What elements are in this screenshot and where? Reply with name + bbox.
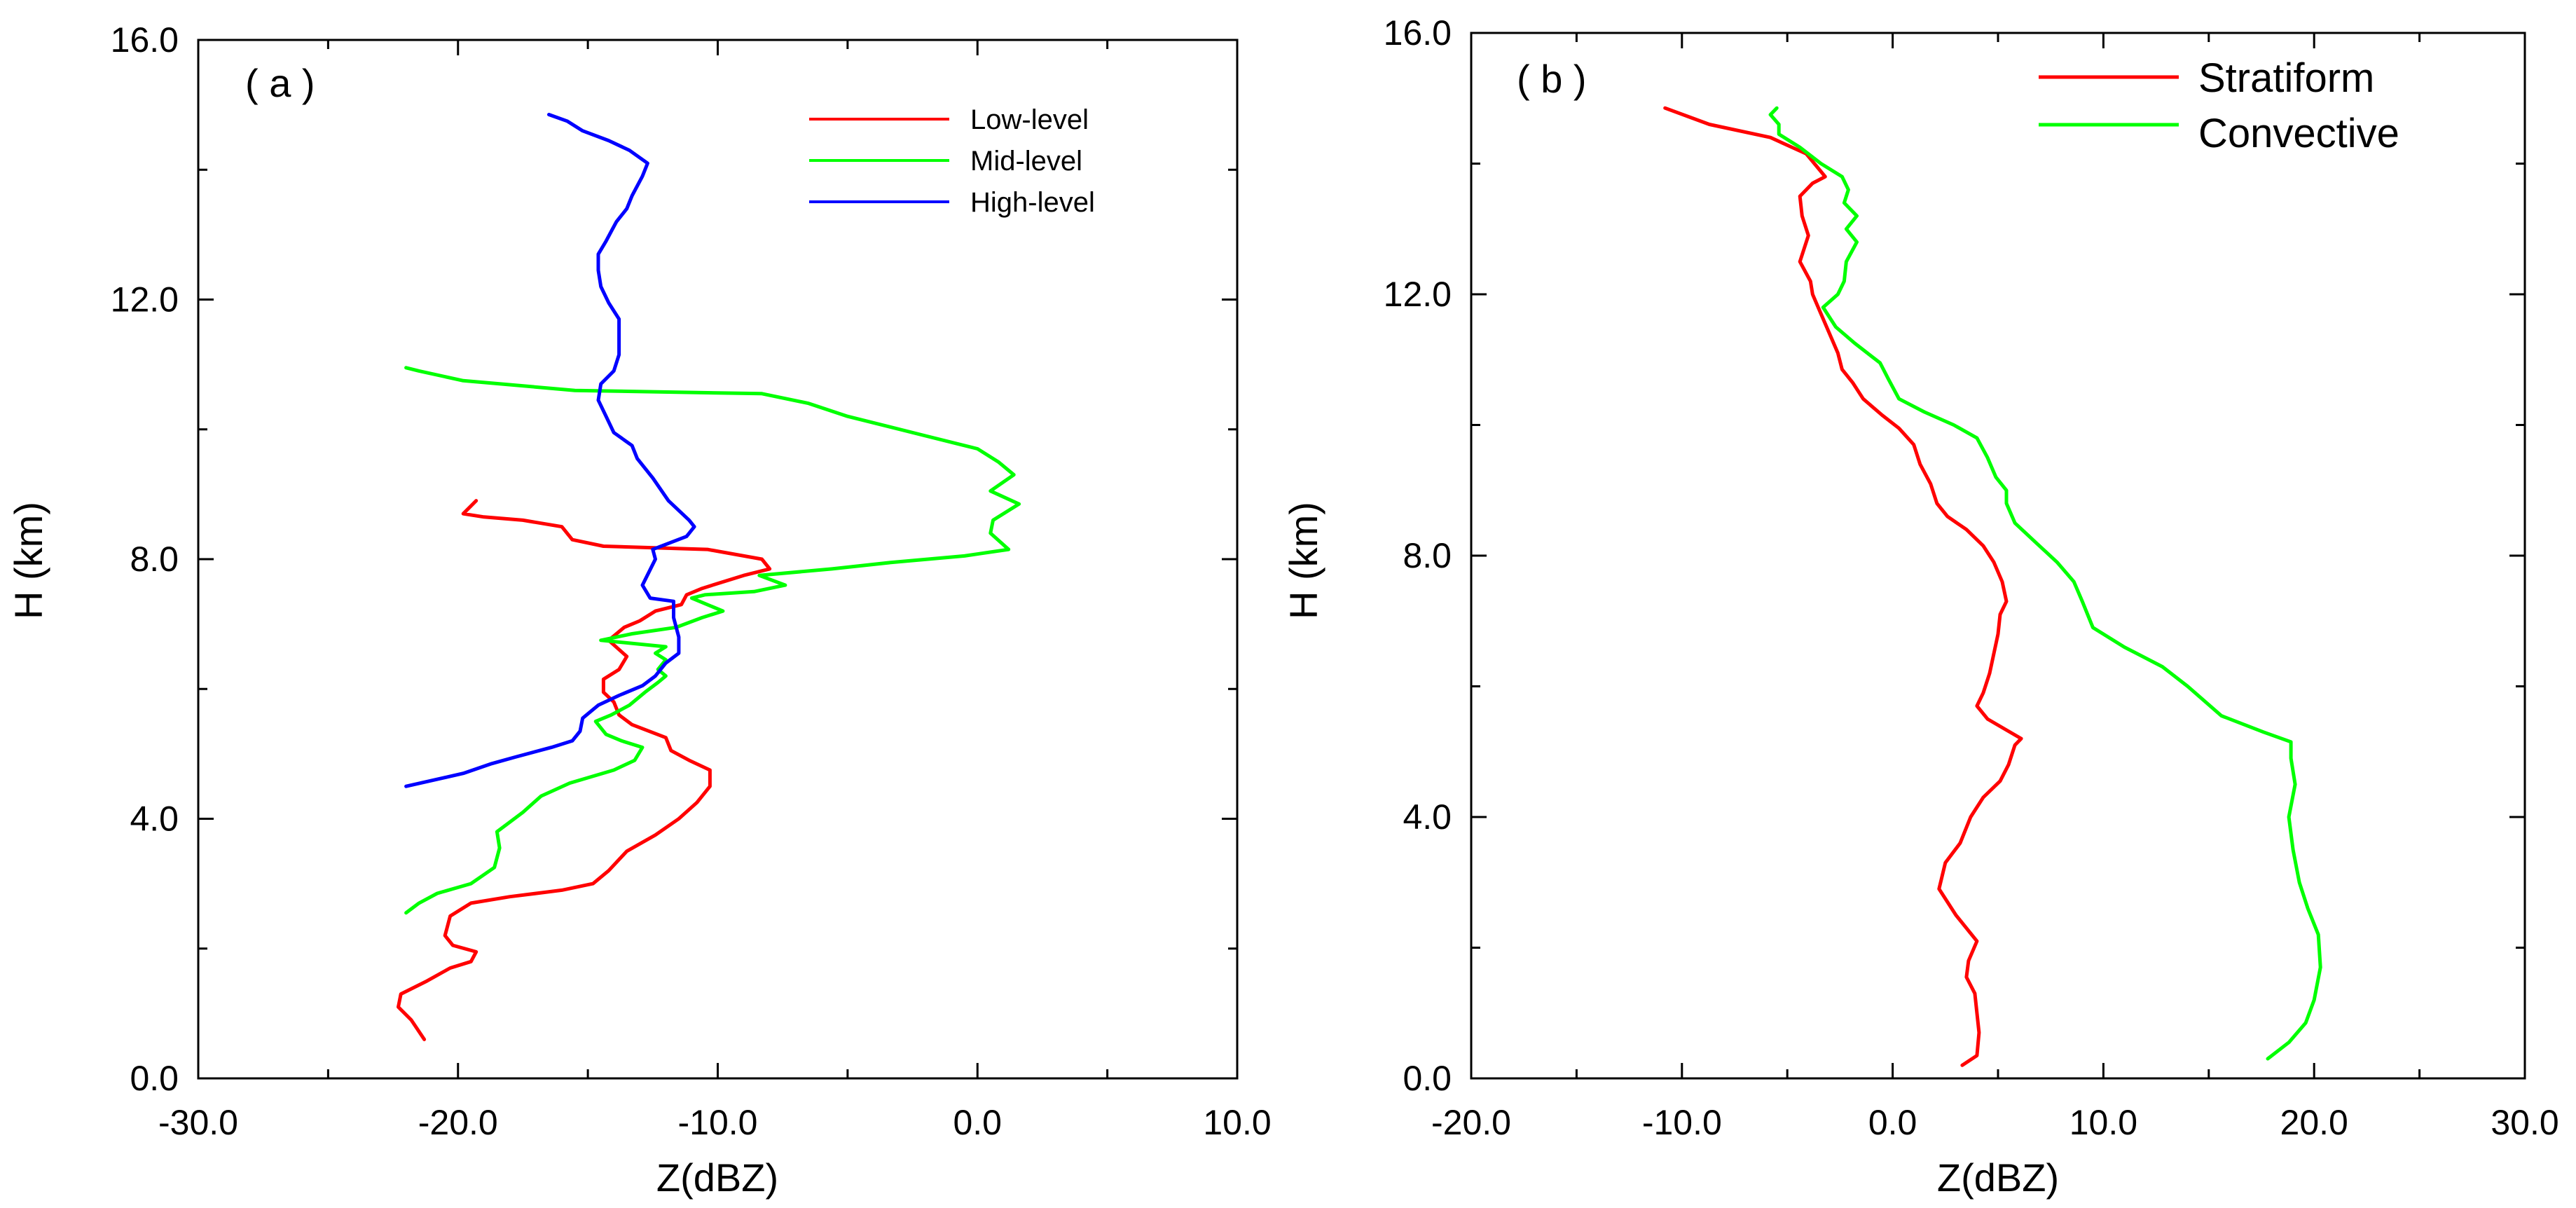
panel-b-y-tick-label: 16.0 — [1384, 13, 1452, 53]
series-line-convective — [1768, 106, 2322, 1061]
panel-b-x-tick-label: -10.0 — [1642, 1103, 1722, 1142]
panel-b-y-tick-label: 4.0 — [1403, 797, 1452, 837]
panel-a-y-tick-label: 0.0 — [130, 1059, 179, 1098]
panel-a-legend: Low-level Mid-level High-level — [809, 104, 1095, 218]
panel-b-y-tick-label: 8.0 — [1403, 536, 1452, 575]
panel-b-y-tick-label: 0.0 — [1403, 1059, 1452, 1098]
panel-b-label: ( b ) — [1517, 57, 1587, 101]
panel-a-y-tick-label: 4.0 — [130, 799, 179, 839]
panel-b-x-tick-label: 20.0 — [2280, 1103, 2348, 1142]
panel-a-x-tick-label: 10.0 — [1203, 1103, 1271, 1142]
panel-b-y-tick-label: 12.0 — [1384, 275, 1452, 314]
panel-a-y-tick-label: 12.0 — [111, 280, 179, 320]
legend-label-mid-level: Mid-level — [970, 146, 1082, 177]
panel-b-x-tick-label: -20.0 — [1431, 1103, 1511, 1142]
panel-b-x-axis-title: Z(dBZ) — [1937, 1155, 2059, 1200]
panel-a-series — [397, 113, 1021, 1041]
panel-b-series — [1663, 106, 2322, 1067]
panel-a-x-tick-label: -10.0 — [678, 1103, 758, 1142]
legend-entry-convective: Convective — [2039, 111, 2399, 156]
panel-b-ticks: -20.0 -10.0 0.0 10.0 20.0 30.0 0.0 4.0 8.0 12.0 16… — [1384, 13, 2559, 1142]
panel-a-y-axis-title: H (km) — [6, 502, 50, 619]
panel-a-x-tick-label: -30.0 — [158, 1103, 238, 1142]
legend-label-convective: Convective — [2198, 111, 2399, 156]
legend-entry-stratiform: Stratiform — [2039, 55, 2374, 101]
series-line-low-level — [397, 499, 772, 1041]
panel-b-legend: Stratiform Convective — [2039, 55, 2399, 156]
legend-entry-high-level: High-level — [809, 187, 1095, 218]
panel-a-x-axis-title: Z(dBZ) — [656, 1155, 778, 1200]
panel-b-y-axis-title: H (km) — [1281, 502, 1325, 619]
panel-a-label: ( a ) — [245, 61, 315, 105]
panel-b-x-tick-label: 30.0 — [2491, 1103, 2558, 1142]
legend-entry-mid-level: Mid-level — [809, 146, 1082, 177]
panel-a-x-tick-label: 0.0 — [953, 1103, 1002, 1142]
legend-label-low-level: Low-level — [970, 104, 1089, 135]
legend-label-stratiform: Stratiform — [2198, 55, 2374, 101]
panel-a-y-tick-label: 16.0 — [111, 20, 179, 60]
panel-a: -30.0 -20.0 -10.0 0.0 10.00.04.08.012.016.0 … — [6, 20, 1272, 1200]
panel-a-x-tick-label: -20.0 — [418, 1103, 498, 1142]
legend-entry-low-level: Low-level — [809, 104, 1089, 135]
panel-b: -20.0 -10.0 0.0 10.0 20.0 30.0 0.0 4.0 8.0 12.0 16… — [1281, 13, 2559, 1200]
series-line-mid-level — [404, 366, 1021, 915]
series-line-high-level — [404, 113, 696, 788]
panel-b-x-tick-label: 10.0 — [2069, 1103, 2137, 1142]
series-line-stratiform — [1663, 106, 2023, 1067]
panel-a-y-tick-label: 8.0 — [130, 540, 179, 579]
panel-a-ticks: -30.0 -20.0 -10.0 0.0 10.0 0.0 4.0 8.0 12.0 16.0 — [111, 20, 1272, 1142]
legend-label-high-level: High-level — [970, 187, 1095, 218]
panel-b-x-tick-label: 0.0 — [1868, 1103, 1917, 1142]
